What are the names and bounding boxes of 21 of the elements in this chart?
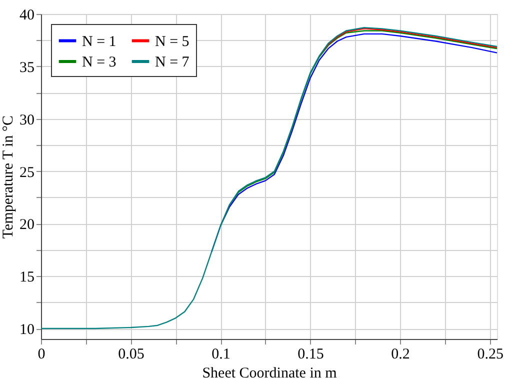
y-tick-label: 35 bbox=[20, 60, 34, 76]
y-tick-label: 40 bbox=[20, 8, 34, 24]
line-series bbox=[40, 27, 498, 330]
x-tick-label: 0.15 bbox=[298, 346, 324, 362]
line-series bbox=[318, 28, 498, 57]
legend-label: N = 5 bbox=[155, 34, 190, 50]
y-tick-label: 20 bbox=[20, 217, 34, 234]
x-tick-label: 0.25 bbox=[477, 346, 504, 362]
legend-label: N = 7 bbox=[155, 54, 190, 70]
x-tick-label: 0.2 bbox=[391, 346, 410, 362]
x-tick-label: 0.1 bbox=[212, 346, 230, 362]
y-tick-label: 30 bbox=[20, 112, 34, 128]
x-tick-label: 0 bbox=[38, 346, 46, 362]
y-tick-label: 25 bbox=[20, 164, 34, 181]
y-axis-title: Temperature T in °C bbox=[0, 115, 16, 239]
y-tick-label: 10 bbox=[20, 322, 34, 338]
legend-label: N = 3 bbox=[82, 54, 116, 70]
legend-label: N = 1 bbox=[82, 34, 116, 50]
x-tick-label: 0.05 bbox=[118, 346, 144, 362]
x-axis-title: Sheet Coordinate in m bbox=[202, 366, 338, 379]
y-tick-label: 15 bbox=[20, 270, 34, 286]
